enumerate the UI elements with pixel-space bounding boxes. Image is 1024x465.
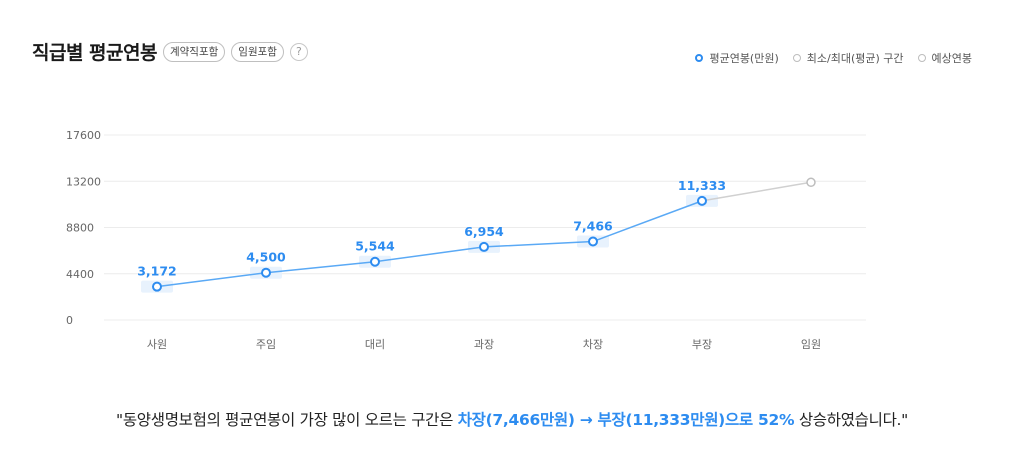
data-label-avg: 3,172 (137, 264, 177, 279)
legend-label-expected: 예상연봉 (931, 52, 972, 65)
data-label-avg: 5,544 (355, 239, 395, 254)
y-tick-label: 13200 (66, 175, 101, 188)
data-point-avg (479, 241, 489, 252)
legend-marker-avg-icon (695, 54, 704, 62)
executive-included-toggle[interactable]: 임원포함 (231, 41, 284, 62)
x-tick-label: 사원 (147, 338, 167, 351)
x-tick-label: 차장 (583, 338, 603, 351)
summary-prefix: "동양생명보험의 평균연봉이 가장 많이 오르는 구간은 (116, 411, 458, 429)
series-line-expected (701, 181, 812, 202)
data-label-avg: 6,954 (464, 224, 504, 239)
legend-item-expected[interactable]: 예상연봉 (917, 50, 972, 66)
x-tick-label: 대리 (365, 338, 385, 351)
legend-marker-range-icon (792, 54, 801, 62)
data-point-avg (697, 195, 707, 206)
x-tick-label: 과장 (474, 338, 494, 351)
chart-header: 직급별 평균연봉 계약직포함 임원포함 ? (32, 38, 308, 65)
y-tick-label: 8800 (66, 222, 94, 235)
data-label-avg: 11,333 (678, 178, 726, 193)
data-label-avg: 4,500 (246, 250, 286, 265)
legend-item-avg[interactable]: 평균연봉(만원) (695, 50, 779, 66)
legend-label-range: 최소/최대(평균) 구간 (806, 52, 904, 65)
legend-label-avg: 평균연봉(만원) (709, 52, 779, 65)
x-tick-label: 부장 (692, 338, 712, 351)
chart-legend: 평균연봉(만원) 최소/최대(평균) 구간 예상연봉 (681, 50, 972, 66)
summary-highlight: 차장(7,466만원) → 부장(11,333만원)으로 52% (457, 411, 795, 429)
help-icon[interactable]: ? (289, 42, 308, 61)
y-tick-label: 0 (66, 314, 73, 327)
summary-text: "동양생명보험의 평균연봉이 가장 많이 오르는 구간은 차장(7,466만원)… (0, 408, 1024, 430)
y-tick-label: 17600 (66, 129, 101, 142)
x-tick-label: 주임 (256, 338, 276, 351)
legend-item-range[interactable]: 최소/최대(평균) 구간 (792, 50, 904, 66)
data-point-avg (588, 236, 598, 247)
data-point-avg (152, 281, 162, 292)
legend-marker-expected-icon (917, 54, 926, 62)
y-tick-label: 4400 (66, 268, 94, 281)
chart-title: 직급별 평균연봉 (32, 42, 157, 64)
data-point-expected (806, 177, 816, 188)
data-point-avg (261, 267, 271, 278)
series-line-avg (156, 200, 703, 288)
data-label-avg: 7,466 (573, 219, 613, 234)
summary-suffix: 상승하였습니다." (794, 411, 908, 429)
x-tick-label: 임원 (801, 338, 821, 351)
contract-included-toggle[interactable]: 계약직포함 (162, 41, 226, 62)
salary-line-chart: 0 4400 8800 13200 17600 사원 주임 대리 과장 차장 부장 임원 3,172 4,… (66, 129, 866, 351)
data-point-avg (370, 256, 380, 267)
